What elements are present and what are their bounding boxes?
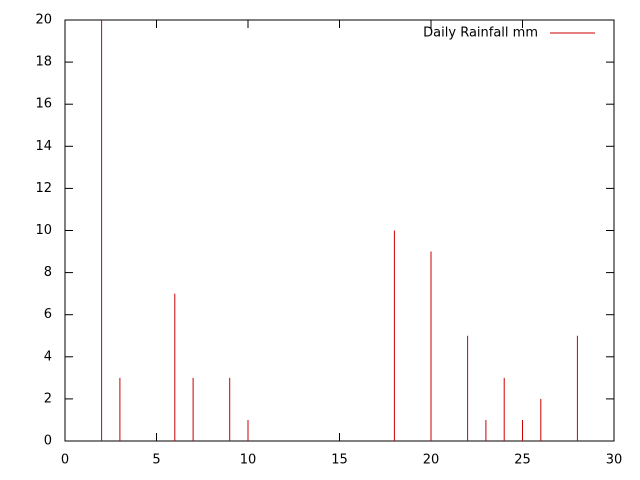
y-tick-label: 18 — [35, 55, 52, 70]
y-tick-label: 16 — [35, 97, 52, 112]
x-tick-label: 0 — [61, 453, 69, 468]
y-tick-label: 12 — [35, 181, 52, 196]
y-tick-label: 10 — [35, 223, 52, 238]
y-tick-label: 6 — [44, 307, 52, 322]
x-tick-label: 10 — [240, 453, 257, 468]
x-tick-label: 5 — [152, 453, 160, 468]
x-tick-label: 25 — [514, 453, 531, 468]
y-tick-label: 8 — [44, 265, 52, 280]
y-tick-label: 2 — [44, 391, 52, 406]
legend-label: Daily Rainfall mm — [423, 26, 538, 41]
x-tick-label: 15 — [331, 453, 348, 468]
plot-frame — [64, 19, 615, 442]
y-tick-label: 0 — [44, 434, 52, 449]
y-tick-label: 4 — [44, 349, 52, 364]
y-tick-label: 14 — [35, 139, 52, 154]
x-tick-label: 30 — [606, 453, 623, 468]
x-tick-label: 20 — [423, 453, 440, 468]
y-tick-label: 20 — [35, 13, 52, 28]
